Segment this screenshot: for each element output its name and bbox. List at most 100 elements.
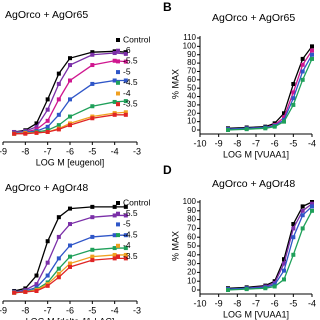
data-point <box>300 77 305 82</box>
data-point <box>112 78 117 83</box>
data-point <box>56 97 61 102</box>
legend-marker <box>116 80 120 85</box>
data-point <box>56 215 61 220</box>
data-point <box>90 204 95 209</box>
data-point <box>310 44 314 49</box>
data-point <box>300 213 305 218</box>
x-tick-label: -7 <box>44 305 52 315</box>
data-point <box>300 62 305 67</box>
series-line <box>227 205 313 290</box>
data-point <box>112 233 117 238</box>
data-point <box>112 99 117 104</box>
data-point <box>300 56 305 61</box>
chart-title: AgOrco + AgOr48 <box>5 182 88 194</box>
legend-marker <box>116 222 120 227</box>
data-point <box>112 246 117 251</box>
panel-label: D <box>163 163 172 177</box>
data-point <box>56 112 61 117</box>
data-point <box>263 126 268 131</box>
data-point <box>263 286 268 291</box>
data-point <box>123 99 128 104</box>
data-point <box>56 271 61 276</box>
data-point <box>45 129 50 134</box>
data-point <box>12 290 17 295</box>
x-axis-label: LOG M [eugenol] <box>36 157 105 167</box>
x-tick-label: -5 <box>289 298 297 308</box>
x-tick-label: -9 <box>215 298 223 308</box>
data-point <box>45 260 50 265</box>
data-point <box>123 213 128 218</box>
x-tick-label: -7 <box>252 138 260 148</box>
data-point <box>282 115 286 120</box>
y-tick-label: 50 <box>187 241 196 250</box>
x-tick-label: -4 <box>111 305 119 315</box>
x-tick-label: -4 <box>308 298 316 308</box>
data-point <box>45 118 50 123</box>
x-tick-label: -5 <box>88 305 96 315</box>
data-point <box>12 131 17 136</box>
legend-label: -4 <box>123 88 131 98</box>
x-tick-label: -4 <box>111 146 119 156</box>
data-point <box>123 51 128 56</box>
y-tick-label: 90 <box>187 50 196 59</box>
data-point <box>56 256 61 261</box>
data-point <box>90 116 95 121</box>
x-tick-label: -6 <box>66 305 74 315</box>
data-point <box>112 256 117 261</box>
data-point <box>56 127 61 132</box>
legend-label: Control <box>123 34 151 44</box>
x-tick-label: -6 <box>271 138 279 148</box>
x-tick-label: -9 <box>0 146 7 156</box>
legend-marker <box>116 243 120 248</box>
x-tick-label: -7 <box>252 298 260 308</box>
data-point <box>68 78 72 83</box>
data-point <box>310 48 314 53</box>
data-point <box>90 254 95 259</box>
legend-label: -5 <box>123 219 131 229</box>
y-tick-label: 30 <box>187 100 196 109</box>
data-point <box>34 288 39 293</box>
chart-title: AgOrco + AgOr48 <box>212 178 295 190</box>
x-tick-label: -8 <box>21 305 29 315</box>
y-tick-label: 60 <box>187 75 196 84</box>
data-point <box>68 261 72 266</box>
data-point <box>123 233 128 238</box>
data-point <box>45 124 50 129</box>
data-point <box>291 102 296 107</box>
data-point <box>90 247 95 252</box>
x-tick-label: -8 <box>233 138 241 148</box>
y-tick-label: 100 <box>183 197 197 206</box>
data-point <box>112 252 117 257</box>
x-tick-label: -5 <box>289 138 297 148</box>
data-point <box>291 226 296 231</box>
data-point <box>291 82 296 86</box>
data-point <box>34 121 39 126</box>
data-point <box>68 114 72 119</box>
data-point <box>310 204 314 209</box>
data-point <box>272 284 277 289</box>
x-tick-label: -7 <box>44 146 52 156</box>
data-point <box>34 124 39 129</box>
data-point <box>56 234 61 239</box>
data-point <box>68 97 72 102</box>
x-tick-label: -10 <box>193 138 206 148</box>
data-point <box>90 50 95 55</box>
data-point <box>123 204 128 209</box>
data-point <box>123 112 128 117</box>
data-point <box>45 273 50 278</box>
data-point <box>310 208 314 213</box>
panel-label: B <box>163 0 172 14</box>
data-point <box>90 104 95 109</box>
chart-title: AgOrco + AgOr65 <box>212 12 295 24</box>
data-point <box>310 52 314 57</box>
data-point <box>90 215 95 220</box>
data-point <box>226 288 230 292</box>
y-tick-label: 30 <box>187 259 196 268</box>
data-point <box>68 264 72 269</box>
y-tick-label: 50 <box>187 83 196 92</box>
legend-label: -5.5 <box>123 56 138 66</box>
y-tick-label: 80 <box>187 215 196 224</box>
data-point <box>112 58 117 63</box>
data-point <box>56 266 61 271</box>
legend-marker <box>116 211 120 216</box>
